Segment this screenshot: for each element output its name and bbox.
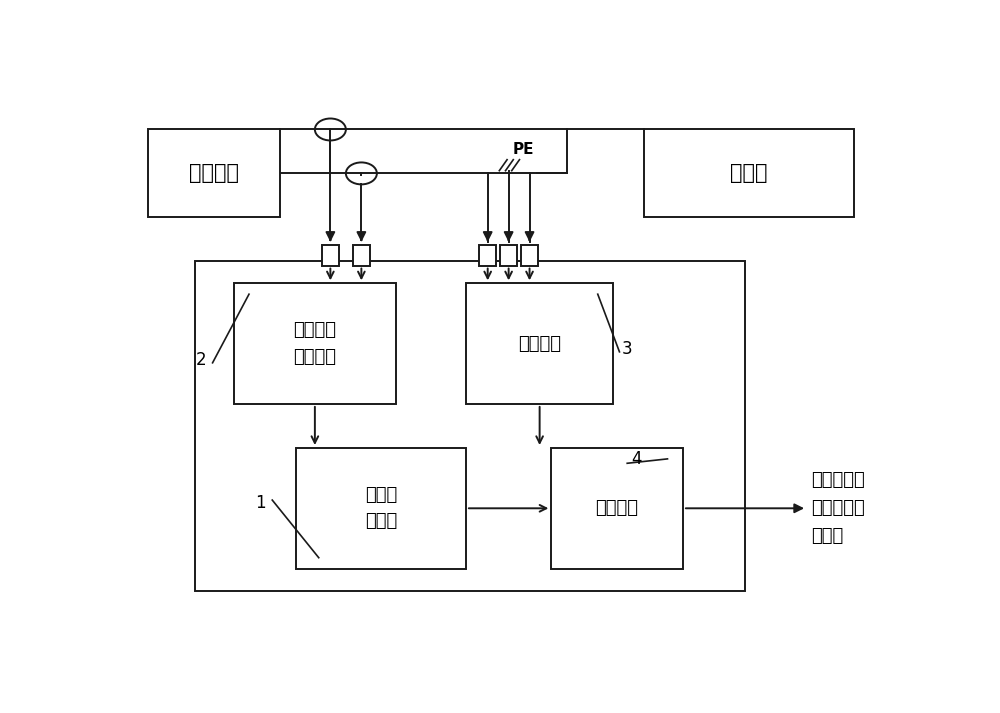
Text: 微控制
器模块: 微控制 器模块 xyxy=(365,486,397,530)
Bar xyxy=(551,448,683,569)
Text: 4: 4 xyxy=(631,450,642,468)
Text: 3: 3 xyxy=(622,340,633,358)
Bar xyxy=(521,245,538,266)
Bar xyxy=(234,283,396,404)
Bar xyxy=(195,261,745,590)
Bar xyxy=(479,245,496,266)
Text: PE: PE xyxy=(512,142,534,157)
Bar xyxy=(466,283,613,404)
Text: 汇流筱: 汇流筱 xyxy=(730,163,768,183)
Text: 无线模块: 无线模块 xyxy=(596,499,639,518)
Bar xyxy=(644,130,854,217)
Text: 1: 1 xyxy=(255,494,266,512)
Text: 光伏阵列: 光伏阵列 xyxy=(189,163,239,183)
Bar xyxy=(322,245,339,266)
Bar xyxy=(353,245,370,266)
Text: 2: 2 xyxy=(196,351,206,369)
Bar xyxy=(148,130,280,217)
Text: 电池、防雷
模块工作状
态信息: 电池、防雷 模块工作状 态信息 xyxy=(811,471,865,545)
Bar xyxy=(296,448,466,569)
Text: 防雷模块: 防雷模块 xyxy=(518,334,561,353)
Bar xyxy=(500,245,517,266)
Text: 光伏电池
检测模块: 光伏电池 检测模块 xyxy=(293,322,336,366)
